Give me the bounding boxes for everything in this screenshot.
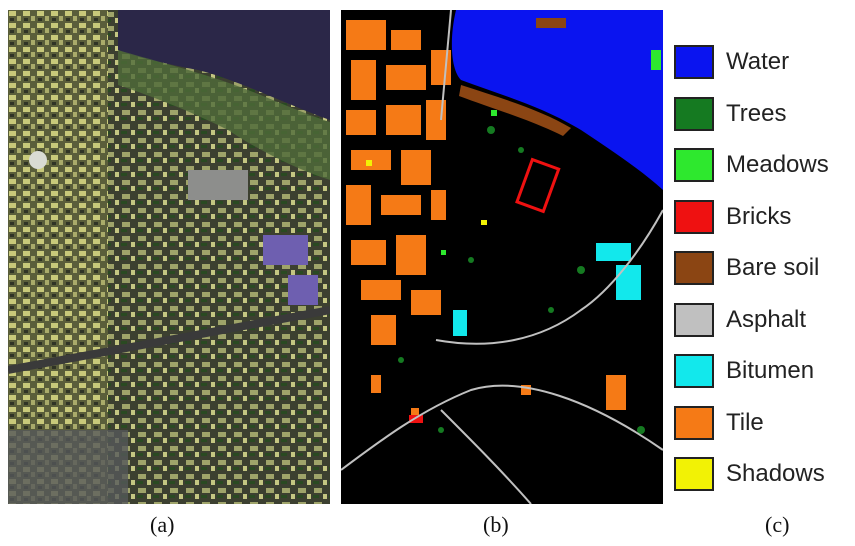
legend-label: Bare soil — [726, 254, 820, 281]
legend-swatch — [674, 148, 714, 182]
classification-map-panel — [341, 10, 663, 504]
legend-item: Bricks — [674, 197, 791, 237]
aerial-image — [8, 10, 330, 504]
legend-label: Tile — [726, 408, 764, 436]
legend-item: Bare soil — [674, 248, 819, 288]
legend-swatch — [674, 251, 714, 285]
legend-swatch — [674, 405, 714, 440]
legend-label: Trees — [726, 99, 787, 127]
legend-label: Bricks — [726, 202, 792, 230]
legend-swatch — [674, 457, 714, 491]
legend-item: Trees — [674, 94, 786, 134]
classification-map — [341, 10, 663, 504]
legend-swatch — [674, 302, 714, 337]
legend-item: Asphalt — [674, 300, 806, 340]
caption-a: (a) — [150, 512, 175, 537]
legend-label: Water — [726, 48, 790, 75]
legend-item: Water — [674, 42, 789, 82]
caption-b: (b) — [483, 512, 509, 537]
legend-swatch — [674, 199, 714, 234]
legend-swatch — [674, 96, 714, 131]
legend-swatch — [674, 354, 714, 388]
aerial-image-panel — [8, 10, 330, 504]
legend-label: Bitumen — [726, 357, 815, 384]
legend-item: Meadows — [674, 145, 829, 185]
legend-label: Meadows — [726, 151, 829, 178]
legend-swatch — [674, 45, 714, 79]
legend-item: Bitumen — [674, 351, 814, 391]
legend-item: Shadows — [674, 454, 825, 494]
legend-label: Shadows — [726, 460, 825, 487]
legend-label: Asphalt — [726, 305, 807, 333]
legend-item: Tile — [674, 403, 764, 443]
caption-c: (c) — [765, 512, 790, 537]
